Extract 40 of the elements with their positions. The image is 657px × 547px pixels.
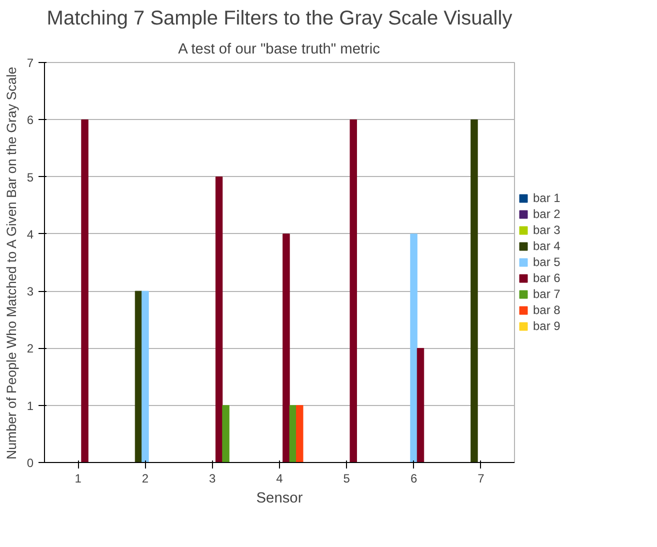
bar (350, 119, 357, 462)
y-tick-label: 5 (26, 170, 34, 184)
bar (81, 119, 88, 462)
legend-label: bar 6 (533, 271, 560, 285)
legend-label: bar 2 (533, 207, 560, 221)
bar (410, 234, 418, 462)
y-tick-label: 0 (26, 456, 34, 470)
chart-title: Matching 7 Sample Filters to the Gray Scale Visually (46, 8, 512, 30)
legend-label: bar 3 (533, 223, 560, 237)
bar (296, 405, 304, 462)
bar (470, 119, 478, 462)
legend-label: bar 9 (533, 319, 560, 333)
x-tick-label: 5 (343, 472, 350, 486)
legend-label: bar 1 (533, 191, 560, 205)
x-tick-label: 1 (74, 472, 82, 486)
legend-label: bar 8 (533, 303, 560, 317)
legend-label: bar 5 (533, 255, 560, 269)
y-axis-title: Number of People Who Matched to A Given Bar on the Gray Scale (4, 66, 19, 460)
bar (215, 176, 223, 462)
y-tick-label: 2 (26, 342, 34, 356)
bar (282, 234, 290, 462)
x-tick-label: 3 (209, 472, 216, 486)
bar (416, 348, 424, 462)
x-tick-label: 6 (410, 472, 418, 486)
y-tick-label: 6 (26, 113, 34, 128)
bar (142, 290, 149, 462)
legend-label: bar 4 (533, 239, 560, 253)
x-tick-label: 7 (478, 472, 485, 486)
bar (289, 405, 297, 462)
y-tick-label: 7 (26, 56, 34, 70)
x-tick-label: 2 (142, 472, 149, 486)
x-tick-label: 4 (276, 472, 284, 486)
x-axis-title: Sensor (256, 490, 303, 506)
y-tick-label: 3 (26, 284, 34, 299)
bar (134, 290, 142, 462)
chart-subtitle: A test of our "base truth" metric (178, 42, 380, 58)
bar (222, 405, 230, 462)
legend-label: bar 7 (533, 287, 560, 301)
y-tick-label: 4 (26, 227, 34, 242)
y-tick-label: 1 (26, 398, 34, 413)
